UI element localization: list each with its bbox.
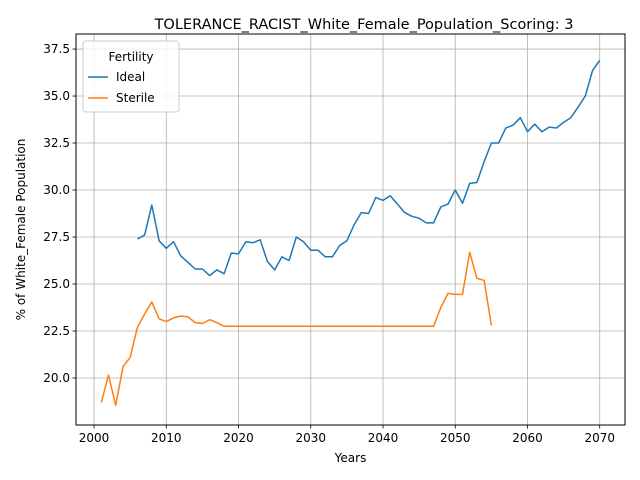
y-tick-label: 35.0 <box>43 89 70 103</box>
y-tick-label: 22.5 <box>43 324 70 338</box>
chart-title: TOLERANCE_RACIST_White_Female_Population… <box>154 17 574 33</box>
axis-ticks: 2000 2010 2020 2030 2040 2050 2060 2070 20.0 22.5… <box>43 42 615 445</box>
plot-frame <box>75 33 626 426</box>
y-tick-label: 20.0 <box>43 371 70 385</box>
legend-title: Fertility <box>108 50 153 64</box>
y-tick-label: 32.5 <box>43 136 70 150</box>
series-line-ideal <box>137 59 601 277</box>
y-tick-label: 25.0 <box>43 277 70 291</box>
legend-box <box>82 40 180 113</box>
legend-label-ideal: Ideal <box>116 70 145 84</box>
y-tick-label: 37.5 <box>43 42 70 56</box>
x-tick-label: 2000 <box>79 431 110 445</box>
y-tick-label: 30.0 <box>43 183 70 197</box>
series-lines <box>100 59 601 407</box>
x-axis-label: Years <box>334 451 367 465</box>
y-axis-label: % of White_Female Population <box>14 139 28 321</box>
y-tick-label: 27.5 <box>43 230 70 244</box>
series-line-sterile <box>100 251 493 407</box>
x-tick-label: 2040 <box>368 431 399 445</box>
x-tick-label: 2020 <box>223 431 254 445</box>
x-tick-label: 2060 <box>512 431 543 445</box>
x-tick-label: 2050 <box>440 431 471 445</box>
x-tick-label: 2010 <box>151 431 182 445</box>
legend-label-sterile: Sterile <box>116 91 155 105</box>
x-tick-label: 2070 <box>584 431 615 445</box>
x-tick-label: 2030 <box>295 431 326 445</box>
grid <box>76 34 625 425</box>
legend: Fertility Ideal Sterile <box>82 40 180 113</box>
